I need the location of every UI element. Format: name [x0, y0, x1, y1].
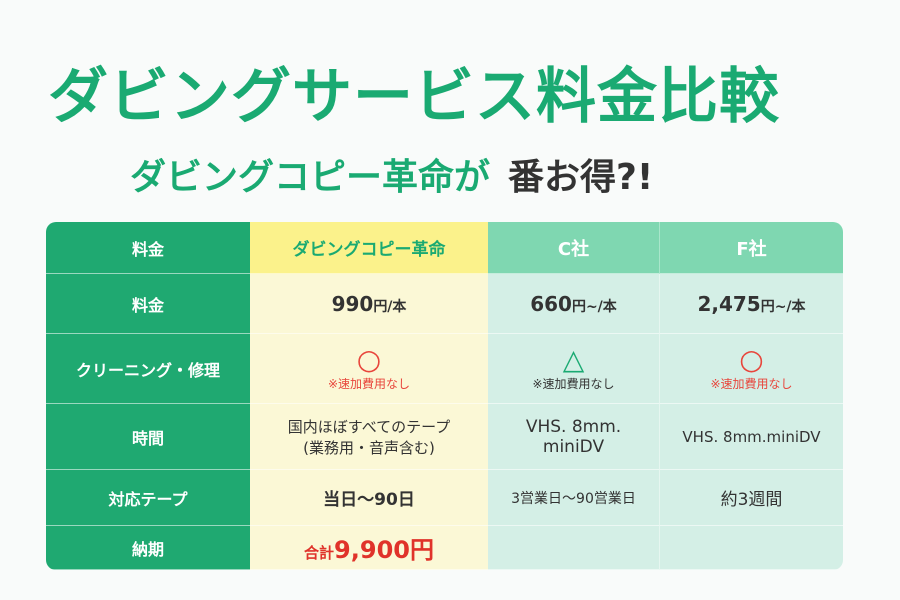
- delivery-row-label: 納期: [46, 526, 250, 570]
- header-row: 料金 ダビングコピー革命 C社 F社: [46, 222, 843, 274]
- cleaning-row-label: クリーニング・修理: [46, 334, 250, 404]
- time-row-label: 時間: [46, 404, 250, 470]
- total-label: 合計: [304, 544, 335, 562]
- comparison-table: 料金 ダビングコピー革命 C社 F社 料金 990円/本 660円~/本 2,4…: [46, 222, 843, 570]
- tape-row-label: 対応テープ: [46, 470, 250, 526]
- time-row: 時間 国内ほぼすべてのテープ (業務用・音声含む) VHS. 8mm. mini…: [46, 404, 843, 470]
- header-company-c: C社: [488, 222, 659, 274]
- tape-company-c: 3営業日〜90営業日: [488, 470, 659, 526]
- price-f-number: 2,475: [697, 291, 761, 316]
- price-main: 990円/本: [250, 274, 488, 334]
- price-c-unit: 円~/本: [571, 298, 617, 315]
- cleaning-row: クリーニング・修理 ○ ※速加費用なし △ ※速加費用なし ○ ※速加費用なし: [46, 334, 843, 404]
- delivery-row: 納期 合計9,900円: [46, 526, 843, 570]
- subtitle-dark: 番お得?!: [508, 157, 654, 198]
- price-main-unit: 円/本: [373, 298, 407, 315]
- time-company-f: VHS. 8mm.miniDV: [659, 404, 843, 470]
- cleaning-main: ○ ※速加費用なし: [250, 334, 488, 404]
- price-row-label: 料金: [46, 274, 250, 334]
- price-company-f: 2,475円~/本: [659, 274, 843, 334]
- header-company-f: F社: [659, 222, 843, 274]
- header-main-service: ダビングコピー革命: [250, 222, 488, 274]
- price-f-unit: 円~/本: [760, 298, 806, 315]
- cleaning-c-note: ※速加費用なし: [532, 377, 615, 391]
- time-c-line1: VHS. 8mm.: [525, 416, 622, 437]
- price-c-number: 660: [530, 291, 572, 316]
- delivery-main: 合計9,900円: [250, 526, 488, 570]
- page-title: ダビングサービス料金比較: [48, 62, 780, 132]
- triangle-mark-icon: △: [562, 343, 585, 376]
- cleaning-company-c: △ ※速加費用なし: [488, 334, 659, 404]
- cleaning-company-f: ○ ※速加費用なし: [659, 334, 843, 404]
- header-label: 料金: [46, 222, 250, 274]
- circle-mark-icon: ○: [739, 343, 764, 376]
- price-company-c: 660円~/本: [488, 274, 659, 334]
- price-row: 料金 990円/本 660円~/本 2,475円~/本: [46, 274, 843, 334]
- time-c-line2: miniDV: [542, 436, 605, 457]
- tape-company-f: 約3週間: [659, 470, 843, 526]
- cleaning-main-note: ※速加費用なし: [327, 377, 411, 391]
- delivery-company-c: [488, 526, 659, 570]
- circle-mark-icon: ○: [356, 343, 382, 376]
- tape-main: 当日〜90日: [250, 470, 488, 526]
- cleaning-f-note: ※速加費用なし: [710, 377, 793, 391]
- price-main-number: 990: [331, 291, 374, 316]
- time-main-line2: (業務用・音声含む): [303, 438, 435, 457]
- time-company-c: VHS. 8mm. miniDV: [488, 404, 659, 470]
- total-price: 9,900円: [334, 536, 434, 564]
- delivery-company-f: [659, 526, 843, 570]
- subtitle-green: ダビングコピー革命が: [130, 157, 491, 198]
- tape-row: 対応テープ 当日〜90日 3営業日〜90営業日 約3週間: [46, 470, 843, 526]
- time-main-line1: 国内ほぼすべてのテープ: [287, 417, 451, 436]
- time-main: 国内ほぼすべてのテープ (業務用・音声含む): [250, 404, 488, 470]
- page-subtitle: ダビングコピー革命が 番お得?!: [130, 148, 653, 200]
